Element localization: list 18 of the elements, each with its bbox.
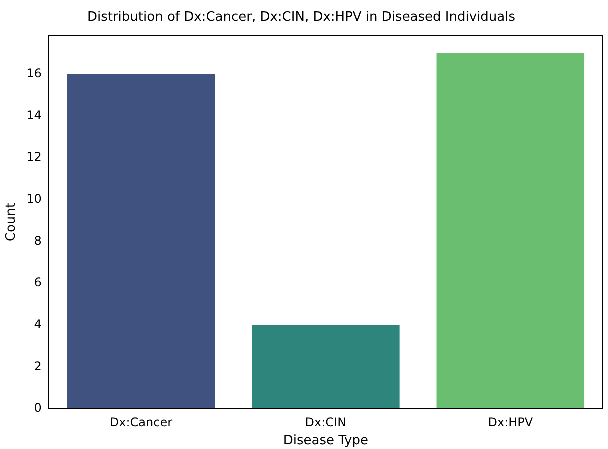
y-tick-label: 8 [34,234,42,248]
y-tick-label: 12 [26,150,42,164]
y-tick-label: 10 [26,192,42,206]
y-tick-label: 16 [26,66,42,80]
x-tick-label: Dx:HPV [488,415,534,430]
y-axis-title: Count [4,202,20,242]
chart-title: Distribution of Dx:Cancer, Dx:CIN, Dx:HPV in Diseased Individuals [87,10,516,26]
x-axis-title: Disease Type [283,434,368,449]
x-tick-label: Dx:Cancer [110,415,173,430]
y-tick-label: 14 [26,108,42,122]
bar [252,325,400,409]
y-tick-label: 6 [34,276,42,290]
bar [67,74,216,409]
y-tick-label: 0 [34,401,42,416]
bar [436,53,585,409]
y-tick-label: 4 [34,317,42,332]
x-tick-label: Dx:CIN [305,415,347,430]
y-tick-label: 2 [34,359,42,374]
